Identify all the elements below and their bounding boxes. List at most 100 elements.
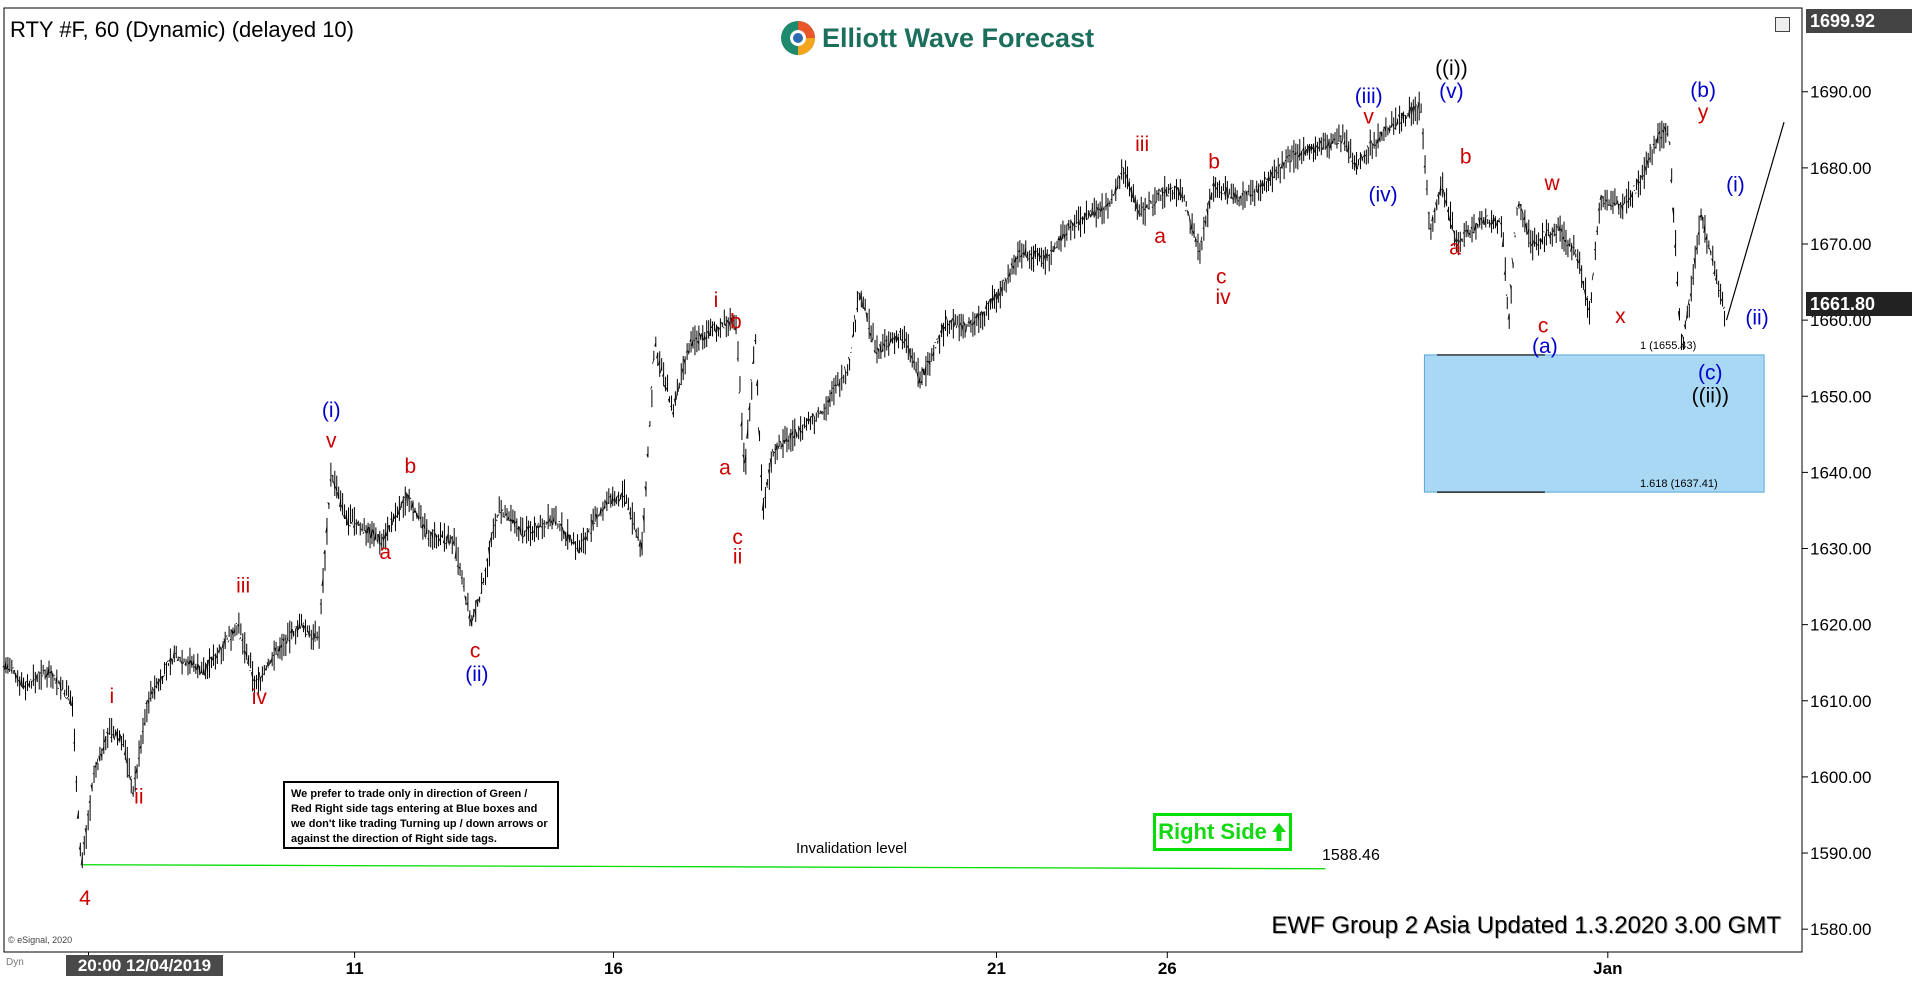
price-bar-tick	[61, 688, 64, 691]
price-bar-tick	[994, 293, 997, 300]
price-bar-tick	[519, 526, 522, 535]
invalidation-value: 1588.46	[1322, 847, 1380, 864]
price-bar-tick	[1720, 298, 1723, 303]
price-bar-tick	[397, 507, 400, 515]
price-bar-tick	[268, 659, 271, 666]
price-bar-tick	[947, 323, 950, 326]
price-bar-tick	[1609, 204, 1612, 207]
price-bar-tick	[264, 667, 267, 671]
price-bar-tick	[1325, 144, 1328, 149]
price-bar-tick	[724, 322, 727, 327]
price-bar-tick	[100, 753, 103, 758]
price-bar-tick	[1531, 242, 1534, 246]
wave-label: c	[470, 639, 481, 662]
price-bar-tick	[1108, 202, 1111, 205]
price-bar-tick	[1084, 212, 1087, 220]
price-bar-tick	[548, 517, 551, 522]
price-bar-tick	[695, 337, 698, 340]
price-bar-tick	[987, 302, 989, 305]
price-bar-tick	[1427, 212, 1430, 214]
price-bar-tick	[286, 637, 289, 644]
price-bar-tick	[922, 368, 925, 376]
price-bar-tick	[720, 321, 723, 325]
price-bar-tick	[405, 491, 408, 504]
price-bar-tick	[1646, 160, 1649, 168]
price-bar-tick	[1100, 205, 1103, 212]
price-bar-tick	[722, 326, 725, 329]
price-bar-tick	[1597, 208, 1600, 211]
price-bar-tick	[190, 660, 193, 667]
price-bar-tick	[1345, 145, 1348, 148]
wave-label: c	[1216, 266, 1227, 289]
price-bar-tick	[838, 381, 841, 387]
price-bar-tick	[1629, 197, 1631, 200]
price-bar-tick	[1317, 146, 1320, 149]
price-bar-tick	[1601, 195, 1604, 199]
price-bar-tick	[1535, 242, 1537, 245]
price-bar-tick	[805, 425, 807, 427]
price-bar-tick	[431, 532, 434, 538]
price-bar-tick	[1662, 129, 1665, 134]
price-bar-tick	[1582, 280, 1584, 286]
logo-swirl-icon	[781, 21, 815, 55]
price-bar-tick	[425, 528, 428, 539]
price-bar-tick	[333, 481, 336, 488]
price-bar-tick	[252, 677, 255, 682]
price-bar-tick	[1527, 228, 1530, 235]
price-bar-tick	[930, 360, 933, 363]
price-bar-tick	[31, 680, 34, 682]
price-bar-tick	[1515, 207, 1518, 209]
price-bar-tick	[388, 525, 390, 532]
price-bar-tick	[822, 412, 825, 414]
wave-label: b	[1208, 151, 1220, 174]
price-bar-tick	[1245, 190, 1248, 197]
price-bar-tick	[1460, 238, 1463, 242]
price-bar-tick	[1444, 200, 1447, 206]
price-bar-tick	[761, 501, 764, 511]
price-bar-tick	[1648, 156, 1651, 160]
price-bar-tick	[487, 547, 490, 556]
price-bar-tick	[879, 343, 882, 354]
price-bar-tick	[851, 333, 854, 338]
price-bar-tick	[699, 333, 702, 339]
price-bar-tick	[875, 352, 878, 355]
price-bar-tick	[1039, 255, 1042, 260]
price-bar-tick	[1053, 242, 1056, 253]
price-bar-tick	[370, 528, 373, 539]
price-bar-tick	[748, 405, 751, 410]
price-bar-tick	[115, 731, 118, 741]
price-bar-tick	[716, 326, 719, 333]
price-bar-tick	[1088, 209, 1091, 216]
price-bar-tick	[572, 541, 574, 545]
price-bar-tick	[292, 629, 295, 637]
price-bar-tick	[677, 383, 680, 393]
maximize-icon[interactable]	[1775, 17, 1790, 32]
price-bar-tick	[689, 338, 692, 342]
price-bar-tick	[1223, 191, 1226, 197]
current-price-value: 1661.80	[1810, 293, 1876, 314]
price-bar-tick	[1243, 190, 1246, 194]
top-price-value: 1699.92	[1810, 10, 1876, 31]
wave-label: (ii)	[465, 663, 488, 686]
price-bar-tick	[613, 497, 616, 502]
price-bar-tick	[867, 327, 870, 330]
wave-label: (iii)	[1355, 85, 1383, 108]
price-bar-tick	[45, 673, 48, 678]
price-bar-tick	[801, 431, 803, 434]
price-bar-tick	[429, 531, 431, 533]
price-bar-tick	[1012, 265, 1015, 270]
price-bar-tick	[145, 701, 148, 705]
price-bar-tick	[718, 326, 721, 330]
price-bar-tick	[1636, 179, 1639, 186]
price-bar-tick	[227, 640, 230, 643]
price-bar-tick	[237, 623, 240, 627]
price-bar-tick	[889, 338, 892, 347]
projection-line	[1725, 122, 1785, 321]
price-bar-tick	[853, 314, 856, 324]
price-bar-tick	[196, 663, 199, 671]
price-bar-tick	[458, 566, 461, 570]
price-bar-tick	[1454, 237, 1457, 242]
price-bar-tick	[1229, 196, 1232, 199]
price-bar-tick	[288, 639, 291, 643]
price-bar-tick	[1120, 172, 1122, 176]
